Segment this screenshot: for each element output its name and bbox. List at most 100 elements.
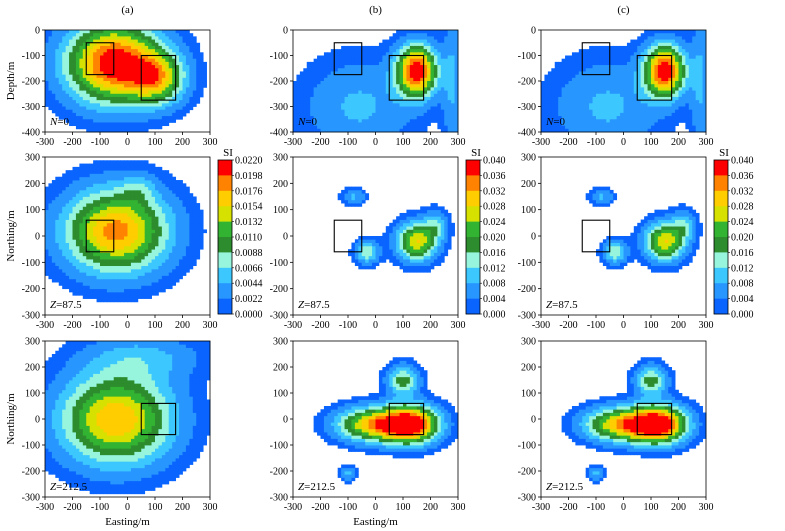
heat-cell [79, 65, 84, 69]
heat-cell [396, 77, 400, 82]
heat-cell [58, 249, 63, 253]
heat-cell [692, 119, 697, 123]
heat-cell [168, 30, 173, 34]
heat-cell [172, 100, 177, 104]
heat-cell [358, 128, 363, 133]
heat-cell [337, 84, 342, 88]
heat-cell [323, 65, 328, 69]
heat-cell [368, 55, 373, 60]
heat-cell [141, 39, 146, 44]
heat-cell [423, 81, 428, 85]
heat-cell [702, 39, 707, 44]
heat-cell [58, 55, 63, 60]
heat-cell [58, 84, 63, 88]
heat-cell [671, 49, 676, 53]
heat-cell [389, 68, 394, 72]
heat-cell [668, 42, 673, 47]
heat-cell [633, 49, 638, 53]
heat-cell [51, 262, 56, 267]
heat-cell [451, 119, 455, 123]
heat-cell [303, 77, 308, 82]
heat-cell [51, 33, 56, 37]
heat-cell [58, 81, 63, 85]
heat-cell [392, 103, 397, 107]
heat-cell [317, 125, 321, 130]
heat-cell [695, 84, 700, 88]
heat-cell [79, 49, 84, 53]
heat-cell [358, 119, 363, 123]
heat-cell [430, 71, 435, 76]
heat-cell [51, 216, 56, 220]
heat-cell [554, 68, 559, 72]
heat-cell [103, 39, 108, 44]
heat-cell [620, 58, 624, 63]
heat-cell [65, 252, 70, 257]
heat-cell [688, 39, 693, 44]
heat-cell [602, 128, 607, 133]
heat-cell [89, 55, 94, 60]
heat-cell [55, 77, 60, 82]
heat-cell [599, 74, 604, 79]
heat-cell [120, 278, 125, 283]
heat-cell [582, 58, 587, 63]
heat-cell [120, 245, 125, 250]
heat-cell [317, 65, 321, 69]
heat-cell [613, 112, 618, 117]
heat-cell [82, 33, 87, 37]
heat-cell [578, 122, 583, 127]
heat-cell [606, 119, 611, 123]
heat-cell [137, 93, 142, 98]
heat-cell [699, 119, 703, 123]
heat-cell [148, 112, 152, 117]
heat-cell [330, 49, 335, 53]
heat-cell [117, 226, 122, 230]
heat-cell [323, 71, 328, 76]
heat-cell [127, 116, 132, 120]
heat-cell [688, 49, 693, 53]
heat-cell [678, 65, 683, 69]
heat-cell [124, 55, 128, 60]
heat-cell [65, 81, 70, 85]
heat-cell [623, 119, 628, 123]
heat-cell [120, 90, 125, 95]
heat-cell [103, 222, 108, 227]
heat-cell [141, 45, 146, 50]
heat-cell [675, 116, 679, 120]
heat-cell [82, 58, 87, 63]
heat-cell [137, 81, 142, 85]
heat-cell [633, 77, 638, 82]
heat-cell [575, 71, 580, 76]
heat-cell [79, 183, 84, 188]
heat-cell [117, 268, 122, 273]
heat-cell [582, 74, 587, 79]
heat-cell [399, 42, 404, 47]
heat-cell [151, 109, 156, 114]
heat-cell [161, 61, 166, 66]
heat-cell [72, 112, 77, 117]
heat-cell [671, 122, 676, 127]
heat-cell [110, 212, 115, 217]
heat-cell [79, 252, 84, 257]
heat-cell [423, 109, 428, 114]
heat-cell [671, 116, 676, 120]
heat-cell [179, 106, 183, 111]
heat-cell [86, 45, 91, 50]
heat-cell [692, 49, 697, 53]
heat-cell [55, 58, 60, 63]
heat-cell [130, 122, 135, 127]
heat-cell [427, 36, 431, 40]
heat-cell [561, 68, 566, 72]
heat-cell [117, 216, 122, 220]
heat-cell [75, 36, 80, 40]
heat-cell [685, 74, 690, 79]
y-tick-label: -400 [270, 128, 288, 139]
heat-cell [599, 84, 604, 88]
heat-cell [599, 125, 604, 130]
heat-cell [430, 36, 435, 40]
heat-cell [575, 112, 580, 117]
heat-cell [75, 87, 80, 91]
heat-cell [158, 116, 163, 120]
heat-cell [420, 87, 425, 91]
heat-cell [554, 116, 559, 120]
heat-cell [613, 52, 618, 56]
